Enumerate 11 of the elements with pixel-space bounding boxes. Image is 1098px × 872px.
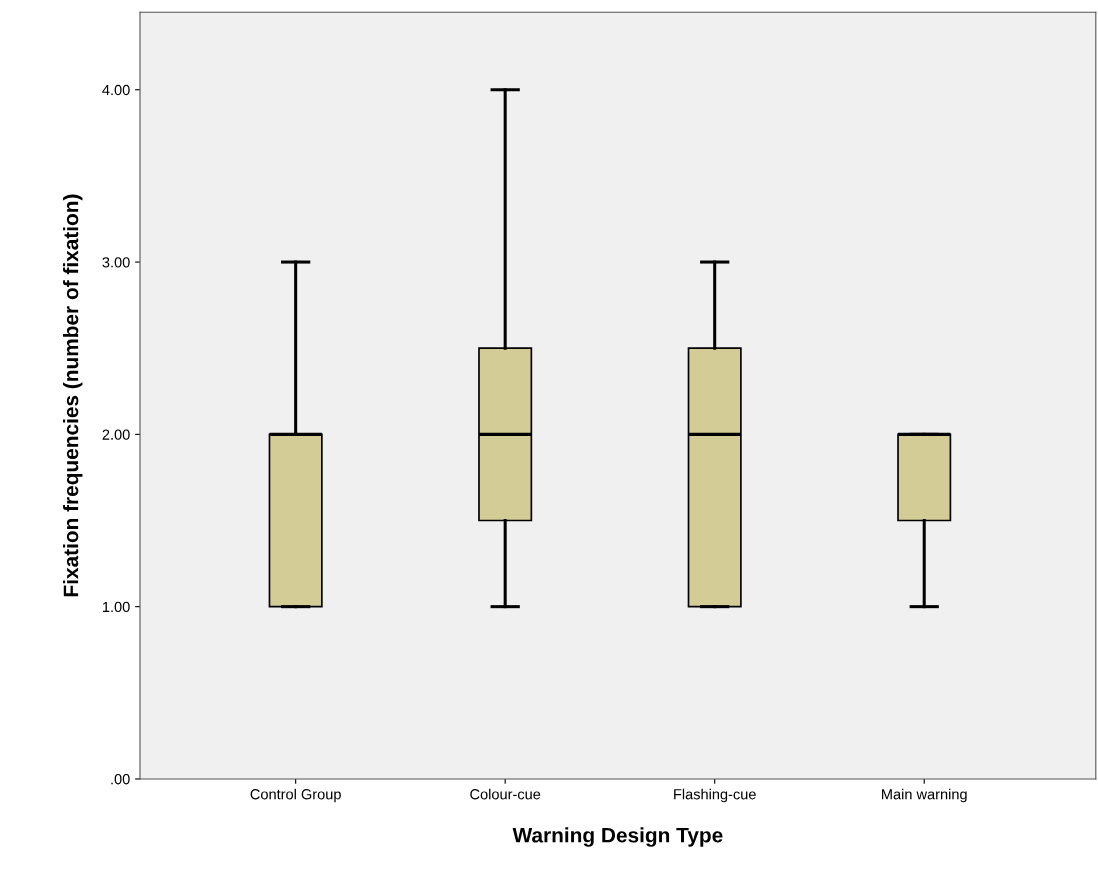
y-tick-label: .00 <box>111 774 130 785</box>
x-tick-label: Main warning <box>882 788 967 803</box>
x-tick-label: Flashing-cue <box>674 788 756 803</box>
y-tick-label: 4.00 <box>102 84 130 96</box>
x-axis-title: Warning Design Type <box>512 827 723 847</box>
y-tick-label: 3.00 <box>102 257 130 268</box>
y-tick-label: 2.00 <box>102 429 130 440</box>
y-tick-label: 1.00 <box>103 601 130 613</box>
x-tick-label: Control Group <box>250 788 341 803</box>
x-tick-label: Colour-cue <box>470 788 541 800</box>
y-axis-title: Fixation frequencies (number of fixation) <box>63 194 83 597</box>
